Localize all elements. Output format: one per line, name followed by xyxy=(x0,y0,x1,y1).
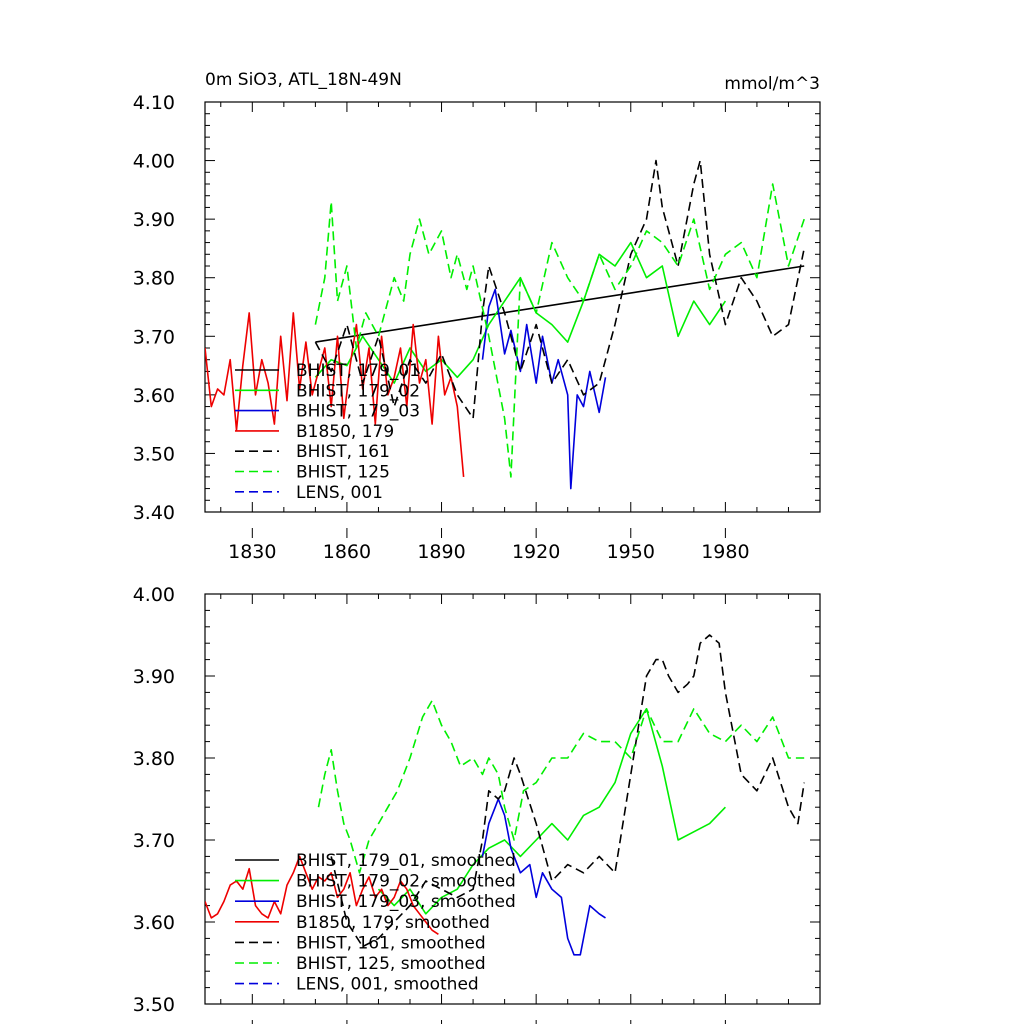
top-y-tick-label: 4.00 xyxy=(133,151,175,173)
top-chart-units: mmol/m^3 xyxy=(724,74,820,94)
top-series-group xyxy=(205,159,805,490)
bottom-y-tick-label: 4.00 xyxy=(133,584,175,606)
top-x-tick-label: 1830 xyxy=(228,541,276,563)
bottom-y-tick-label: 3.80 xyxy=(133,748,175,770)
top-chart-title: 0m SiO3, ATL_18N-49N xyxy=(205,70,402,90)
top-y-tick-label: 4.10 xyxy=(133,92,175,114)
bottom-y-tick-label: 3.60 xyxy=(133,912,175,934)
top-x-tick-label: 1920 xyxy=(512,541,560,563)
top-legend-label-5: BHIST, 125 xyxy=(296,463,390,483)
top-y-tick-label: 3.90 xyxy=(133,209,175,231)
top-legend-label-0: BHIST, 179_01 xyxy=(296,361,420,381)
top-x-tick-label: 1890 xyxy=(417,541,465,563)
top-legend-label-1: BHIST, 179_02 xyxy=(296,381,420,401)
bottom-legend-label-1: BHIST, 179_02, smoothed xyxy=(296,872,516,892)
top-legend-label-4: BHIST, 161 xyxy=(296,442,390,462)
bottom-legend-label-5: BHIST, 125, smoothed xyxy=(296,954,486,974)
bottom-series-line-1 xyxy=(377,707,726,915)
top-series-line-2 xyxy=(481,288,607,490)
bottom-legend-label-4: BHIST, 161, smoothed xyxy=(296,933,486,953)
top-legend-label-2: BHIST, 179_03 xyxy=(296,402,420,422)
top-legend-label-3: B1850, 179 xyxy=(296,422,394,442)
top-series-line-3 xyxy=(205,312,465,477)
top-x-tick-label: 1860 xyxy=(323,541,371,563)
top-series-line-0 xyxy=(315,265,805,343)
top-y-tick-label: 3.60 xyxy=(133,385,175,407)
top-legend-label-6: LENS, 001 xyxy=(296,483,383,503)
bottom-series-group xyxy=(205,634,805,956)
bottom-legend-label-3: B1850, 179, smoothed xyxy=(296,913,490,933)
bottom-series-line-3 xyxy=(205,855,439,935)
bottom-legend-label-0: BHIST, 179_01, smoothed xyxy=(296,851,516,871)
top-y-tick-label: 3.40 xyxy=(133,502,175,524)
top-y-tick-label: 3.70 xyxy=(133,326,175,348)
top-x-tick-label: 1980 xyxy=(701,541,749,563)
top-plot-frame xyxy=(204,101,821,513)
bottom-series-line-4 xyxy=(330,634,805,948)
top-chart-panel: 0m SiO3, ATL_18N-49N mmol/m^3 3.40 3.50 3.… xyxy=(133,70,821,563)
top-x-tick-label: 1950 xyxy=(607,541,655,563)
bottom-legend-label-2: BHIST, 179_03, smoothed xyxy=(296,892,516,912)
top-series-line-5 xyxy=(314,183,805,478)
bottom-y-tick-label: 3.90 xyxy=(133,666,175,688)
bottom-series-line-5 xyxy=(317,699,805,874)
bottom-y-tick-label: 3.70 xyxy=(133,830,175,852)
bottom-legend-label-6: LENS, 001, smoothed xyxy=(296,975,479,995)
bottom-chart-panel: 3.50 3.60 3.70 3.80 3.90 4.00 BHIST, 179_01, s… xyxy=(133,584,821,1024)
bottom-plot-frame xyxy=(204,593,821,1005)
top-y-tick-label: 3.80 xyxy=(133,268,175,290)
bottom-y-tick-label: 3.50 xyxy=(133,994,175,1016)
top-y-tick-label: 3.50 xyxy=(133,443,175,465)
